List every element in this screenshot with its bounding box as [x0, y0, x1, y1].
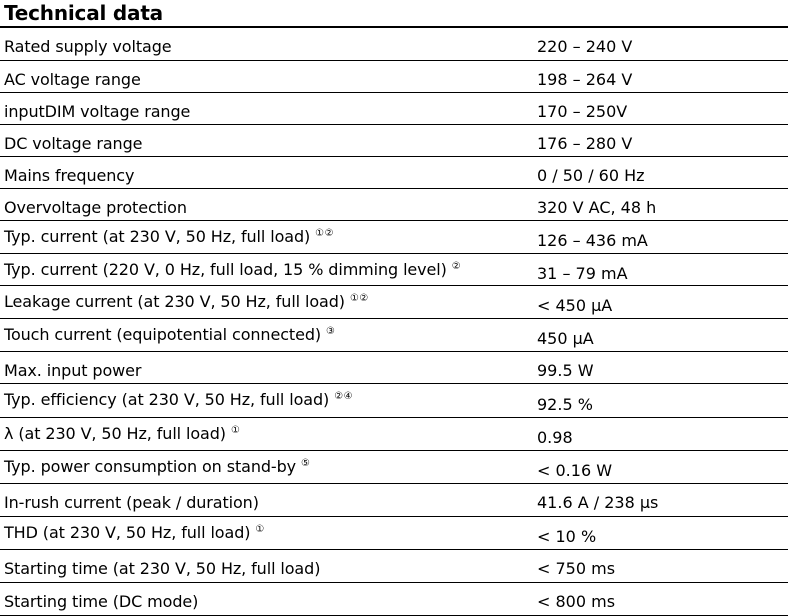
parameter-label: Typ. power consumption on stand-by ⑤	[4, 457, 311, 476]
parameter-value: 41.6 A / 238 µs	[537, 493, 659, 512]
parameter-value: < 450 µA	[537, 296, 613, 315]
parameter-label: In-rush current (peak / duration)	[4, 493, 264, 512]
parameter-text: Max. input power	[4, 361, 142, 380]
table-row: Rated supply voltage 220 – 240 V	[0, 28, 788, 61]
table-row: In-rush current (peak / duration) 41.6 A…	[0, 484, 788, 517]
table-row: Overvoltage protection 320 V AC, 48 h	[0, 189, 788, 221]
table-row: DC voltage range 176 – 280 V	[0, 125, 788, 157]
parameter-text: Typ. current (at 230 V, 50 Hz, full load…	[4, 227, 311, 246]
table-row: Typ. current (220 V, 0 Hz, full load, 15…	[0, 254, 788, 286]
parameter-text: Leakage current (at 230 V, 50 Hz, full l…	[4, 292, 345, 311]
parameter-label: Leakage current (at 230 V, 50 Hz, full l…	[4, 292, 369, 311]
parameter-value: 0.98	[537, 428, 573, 447]
parameter-label: AC voltage range	[4, 70, 146, 89]
parameter-value: 99.5 W	[537, 361, 594, 380]
technical-data-table: Rated supply voltage 220 – 240 V AC volt…	[0, 28, 788, 616]
parameter-label: DC voltage range	[4, 134, 147, 153]
footnote-marker: ②④	[334, 391, 354, 402]
table-row: THD (at 230 V, 50 Hz, full load) ① < 10 %	[0, 517, 788, 550]
table-row: Starting time (at 230 V, 50 Hz, full loa…	[0, 550, 788, 583]
parameter-value: 92.5 %	[537, 395, 593, 414]
parameter-value: 0 / 50 / 60 Hz	[537, 166, 645, 185]
table-row: Touch current (equipotential connected) ③…	[0, 319, 788, 352]
page-title: Technical data	[4, 1, 163, 25]
table-row: Typ. current (at 230 V, 50 Hz, full load…	[0, 221, 788, 254]
parameter-label: Mains frequency	[4, 166, 139, 185]
parameter-text: Mains frequency	[4, 166, 135, 185]
parameter-label: λ (at 230 V, 50 Hz, full load) ①	[4, 424, 240, 443]
parameter-text: Rated supply voltage	[4, 37, 172, 56]
parameter-value: 31 – 79 mA	[537, 264, 628, 283]
parameter-text: In-rush current (peak / duration)	[4, 493, 259, 512]
parameter-value: 126 – 436 mA	[537, 231, 648, 250]
parameter-text: inputDIM voltage range	[4, 102, 191, 121]
parameter-label: Touch current (equipotential connected) ③	[4, 325, 336, 344]
footnote-marker: ①	[230, 425, 241, 436]
parameter-text: DC voltage range	[4, 134, 143, 153]
parameter-text: Overvoltage protection	[4, 198, 187, 217]
parameter-value: 450 µA	[537, 329, 594, 348]
table-row: Max. input power 99.5 W	[0, 352, 788, 384]
parameter-label: Typ. current (220 V, 0 Hz, full load, 15…	[4, 260, 461, 279]
parameter-text: λ (at 230 V, 50 Hz, full load)	[4, 424, 226, 443]
parameter-value: 220 – 240 V	[537, 37, 633, 56]
footnote-marker: ①②	[349, 293, 369, 304]
parameter-value: < 800 ms	[537, 592, 616, 611]
parameter-label: Starting time (DC mode)	[4, 592, 203, 611]
parameter-value: 198 – 264 V	[537, 70, 633, 89]
table-row: Leakage current (at 230 V, 50 Hz, full l…	[0, 286, 788, 319]
footnote-marker: ③	[326, 326, 336, 337]
parameter-label: Rated supply voltage	[4, 37, 177, 56]
parameter-text: Starting time (DC mode)	[4, 592, 199, 611]
table-row: λ (at 230 V, 50 Hz, full load) ① 0.98	[0, 418, 788, 451]
heading-rule	[0, 26, 788, 28]
footnote-marker: ①②	[315, 228, 335, 239]
table-row: AC voltage range 198 – 264 V	[0, 61, 788, 93]
parameter-label: Typ. current (at 230 V, 50 Hz, full load…	[4, 227, 334, 246]
parameter-label: THD (at 230 V, 50 Hz, full load) ①	[4, 523, 265, 542]
parameter-label: Overvoltage protection	[4, 198, 192, 217]
footnote-marker: ①	[255, 524, 265, 535]
parameter-label: Max. input power	[4, 361, 146, 380]
parameter-text: THD (at 230 V, 50 Hz, full load)	[4, 523, 251, 542]
parameter-label: Typ. efficiency (at 230 V, 50 Hz, full l…	[4, 390, 353, 409]
parameter-text: Typ. power consumption on stand-by	[4, 457, 297, 476]
table-row: Typ. power consumption on stand-by ⑤ < 0.…	[0, 451, 788, 484]
table-row: inputDIM voltage range 170 – 250V	[0, 93, 788, 125]
parameter-value: 170 – 250V	[537, 102, 628, 121]
parameter-text: Touch current (equipotential connected)	[4, 325, 322, 344]
table-row: Starting time (DC mode) < 800 ms	[0, 583, 788, 616]
parameter-value: < 10 %	[537, 527, 597, 546]
parameter-text: Starting time (at 230 V, 50 Hz, full loa…	[4, 559, 321, 578]
parameter-value: < 0.16 W	[537, 461, 613, 480]
parameter-text: Typ. efficiency (at 230 V, 50 Hz, full l…	[4, 390, 330, 409]
footnote-marker: ⑤	[301, 458, 311, 469]
table-row: Typ. efficiency (at 230 V, 50 Hz, full l…	[0, 384, 788, 418]
parameter-text: Typ. current (220 V, 0 Hz, full load, 15…	[4, 260, 447, 279]
table-row: Mains frequency 0 / 50 / 60 Hz	[0, 157, 788, 189]
parameter-value: < 750 ms	[537, 559, 616, 578]
parameter-value: 320 V AC, 48 h	[537, 198, 657, 217]
parameter-text: AC voltage range	[4, 70, 141, 89]
parameter-value: 176 – 280 V	[537, 134, 633, 153]
parameter-label: Starting time (at 230 V, 50 Hz, full loa…	[4, 559, 325, 578]
footnote-marker: ②	[451, 261, 462, 272]
parameter-label: inputDIM voltage range	[4, 102, 195, 121]
